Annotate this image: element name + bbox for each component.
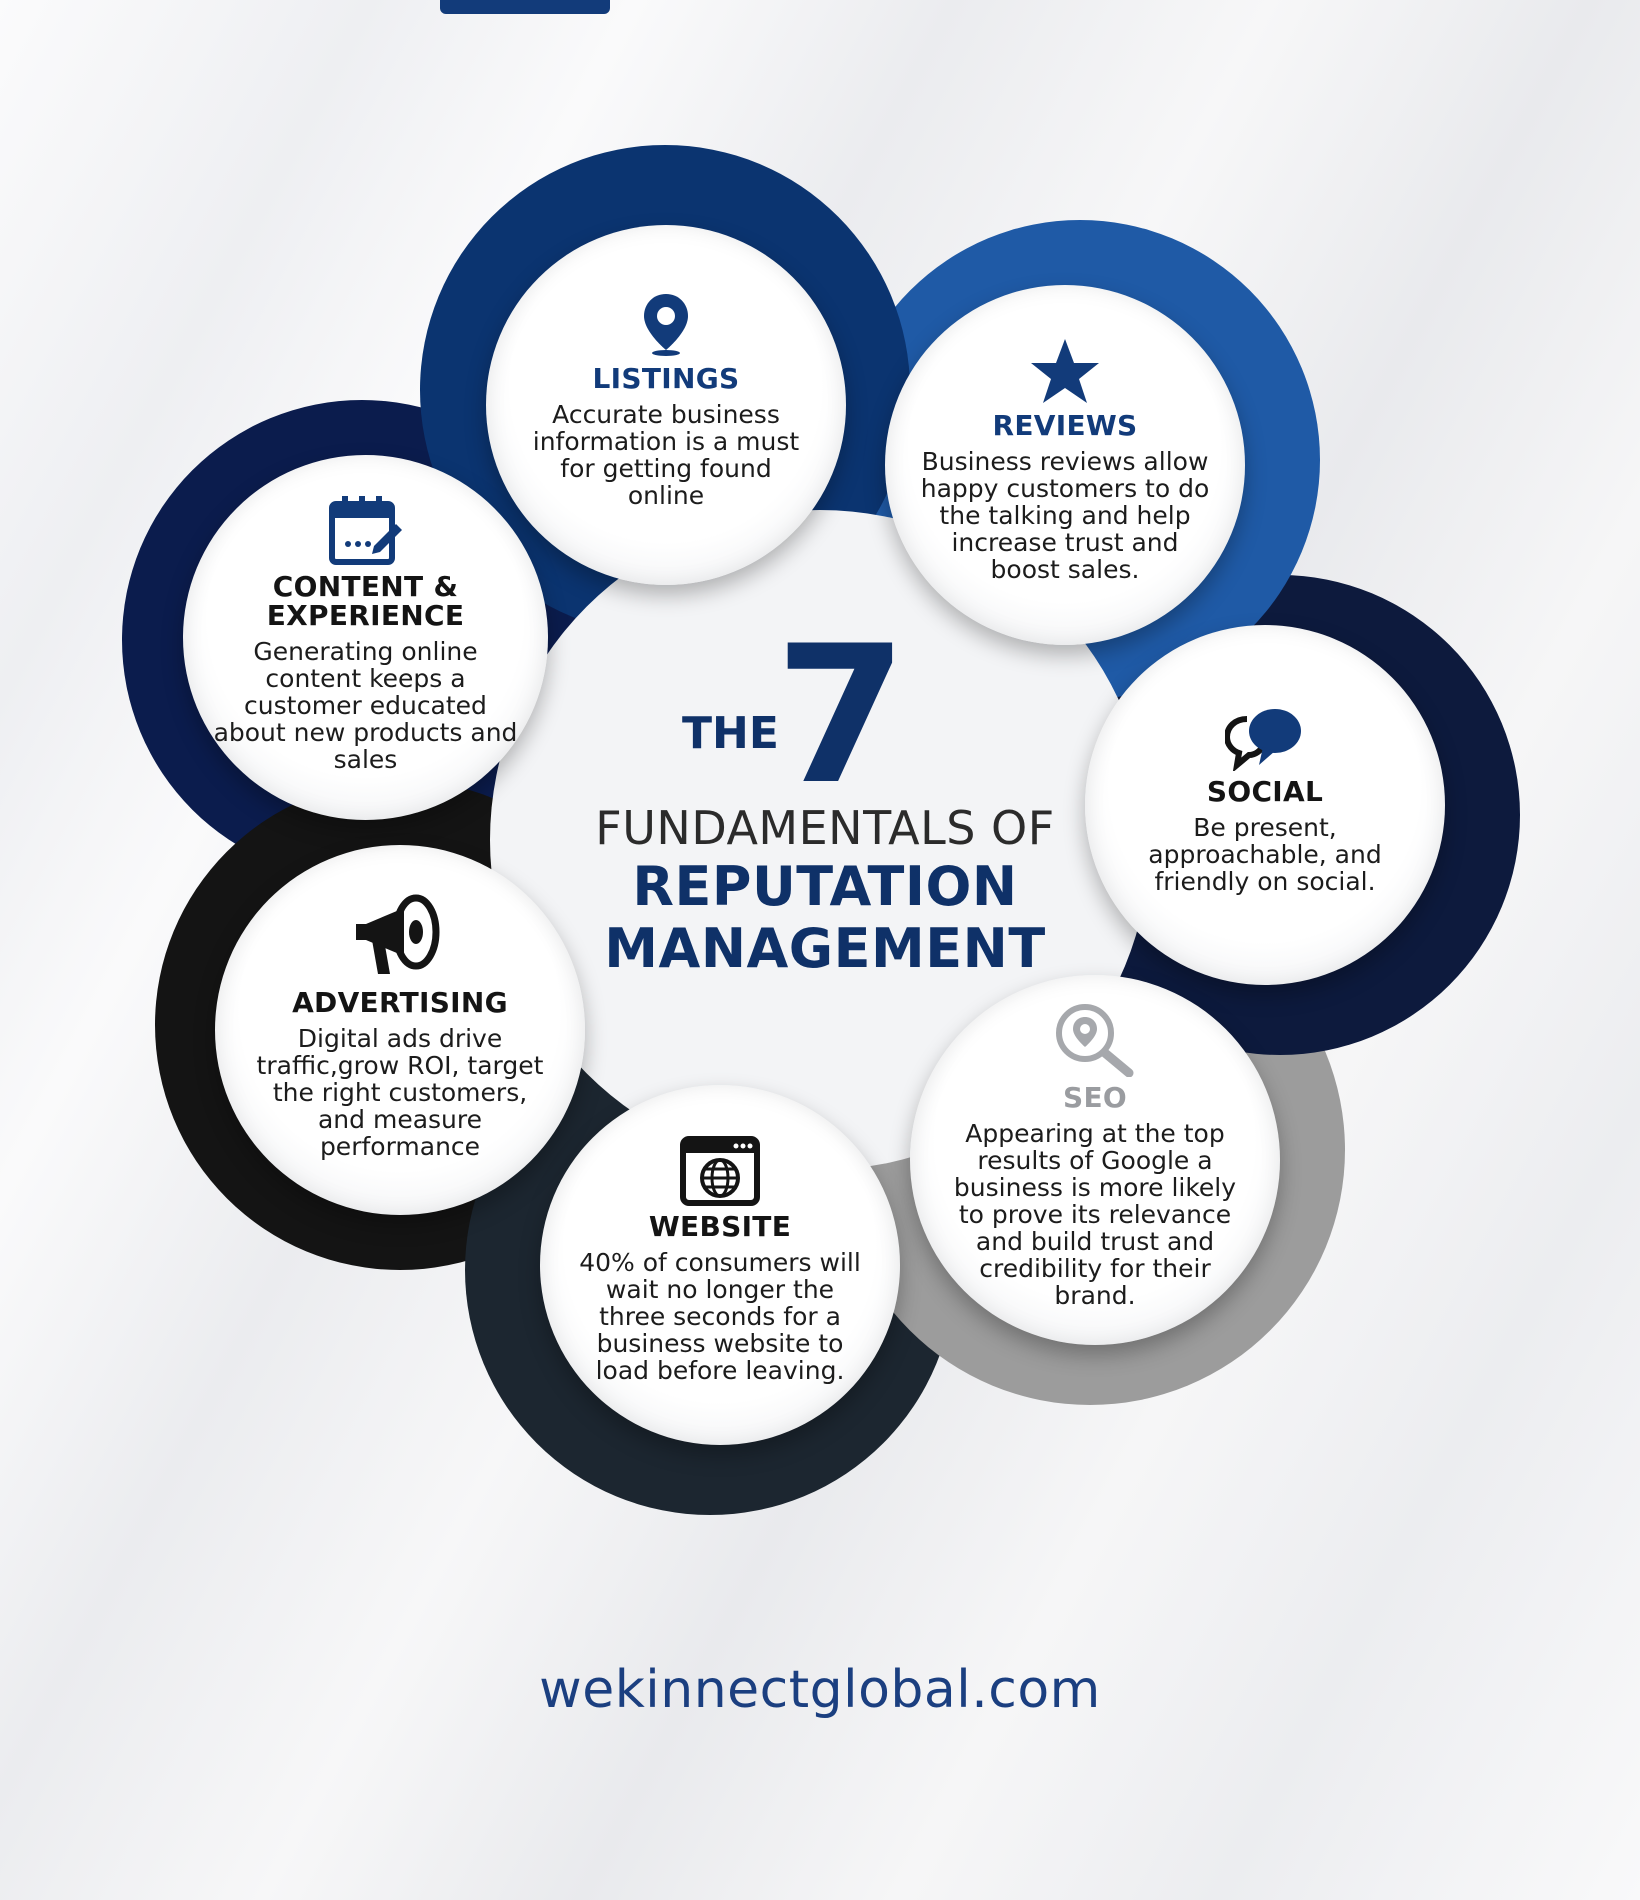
seo-circle: SEO Appearing at the top results of Goog…	[910, 975, 1280, 1345]
seo-title: SEO	[1063, 1081, 1127, 1114]
listings-circle: LISTINGS Accurate business information i…	[486, 225, 846, 585]
website-text: 40% of consumers will wait no longer the…	[579, 1248, 861, 1385]
listings-title: LISTINGS	[592, 361, 740, 395]
content-text: Generating online content keeps a custom…	[213, 637, 518, 774]
reviews-text: Business reviews allow happy customers t…	[920, 447, 1210, 584]
center-title-block: THE 7 FUNDAMENTALS OF REPUTATION MANAGEM…	[560, 621, 1090, 980]
magnifier-pin-icon	[1056, 1004, 1134, 1077]
social-title: SOCIAL	[1206, 775, 1324, 808]
title-number: 7	[775, 605, 908, 826]
social-text: Be present, approachable, and friendly o…	[1148, 813, 1382, 896]
star-icon	[1031, 339, 1099, 403]
listings-text: Accurate business information is a must …	[532, 399, 800, 510]
content-circle: CONTENT & EXPERIENCE Generating online c…	[183, 455, 548, 820]
chat-bubbles-icon	[1225, 709, 1301, 771]
advertising-text: Digital ads drive traffic,grow ROI, targ…	[256, 1024, 544, 1161]
reviews-circle: REVIEWS Business reviews allow happy cus…	[885, 285, 1245, 645]
title-management: MANAGEMENT	[604, 917, 1046, 980]
title-the: THE	[682, 708, 779, 759]
browser-globe-icon	[680, 1136, 760, 1206]
website-title: WEBSITE	[648, 1210, 792, 1243]
center-plate	[490, 510, 1150, 1170]
megaphone-icon	[356, 894, 440, 974]
reviews-title: REVIEWS	[992, 409, 1138, 442]
advertising-circle: ADVERTISING Digital ads drive traffic,gr…	[215, 845, 585, 1215]
seo-text: Appearing at the top results of Google a…	[953, 1119, 1237, 1310]
footer-website-url[interactable]: wekinnectglobal.com	[539, 1660, 1101, 1720]
content-title: CONTENT & EXPERIENCE	[266, 570, 465, 632]
logo-fragment	[440, 0, 610, 14]
calendar-edit-icon	[328, 496, 402, 565]
title-the-seven: THE 7	[560, 621, 1090, 811]
website-circle: WEBSITE 40% of consumers will wait no lo…	[540, 1085, 900, 1445]
advertising-title: ADVERTISING	[292, 986, 508, 1019]
title-fundamentals: FUNDAMENTALS OF	[595, 801, 1055, 855]
title-reputation: REPUTATION	[632, 855, 1018, 918]
location-pin-icon	[644, 293, 688, 356]
social-circle: SOCIAL Be present, approachable, and fri…	[1085, 625, 1445, 985]
